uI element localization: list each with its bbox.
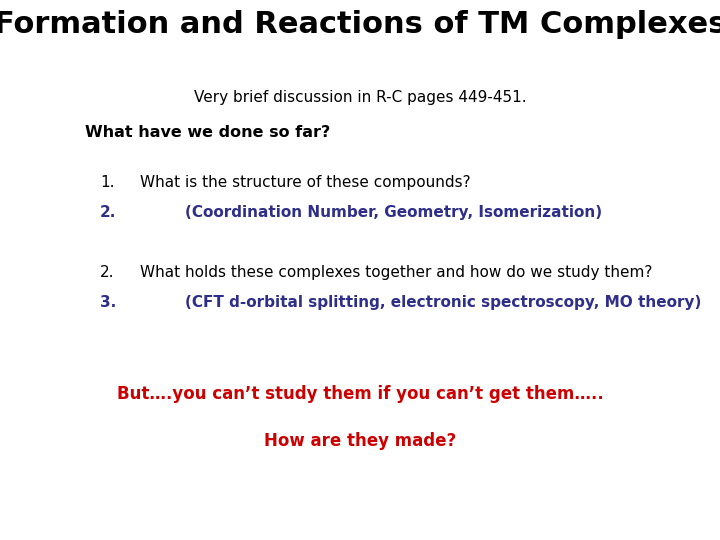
Text: 2.: 2. bbox=[100, 205, 117, 220]
Text: 2.: 2. bbox=[100, 265, 114, 280]
Text: 3.: 3. bbox=[100, 295, 116, 310]
Text: What have we done so far?: What have we done so far? bbox=[85, 125, 330, 140]
Text: (CFT d-orbital splitting, electronic spectroscopy, MO theory): (CFT d-orbital splitting, electronic spe… bbox=[185, 295, 701, 310]
Text: What holds these complexes together and how do we study them?: What holds these complexes together and … bbox=[140, 265, 652, 280]
Text: 1.: 1. bbox=[100, 175, 114, 190]
Text: Formation and Reactions of TM Complexes: Formation and Reactions of TM Complexes bbox=[0, 10, 720, 39]
Text: What is the structure of these compounds?: What is the structure of these compounds… bbox=[140, 175, 471, 190]
Text: How are they made?: How are they made? bbox=[264, 432, 456, 450]
Text: (Coordination Number, Geometry, Isomerization): (Coordination Number, Geometry, Isomeriz… bbox=[185, 205, 602, 220]
Text: But….you can’t study them if you can’t get them…..: But….you can’t study them if you can’t g… bbox=[117, 385, 603, 403]
Text: Very brief discussion in R-C pages 449-451.: Very brief discussion in R-C pages 449-4… bbox=[194, 90, 526, 105]
